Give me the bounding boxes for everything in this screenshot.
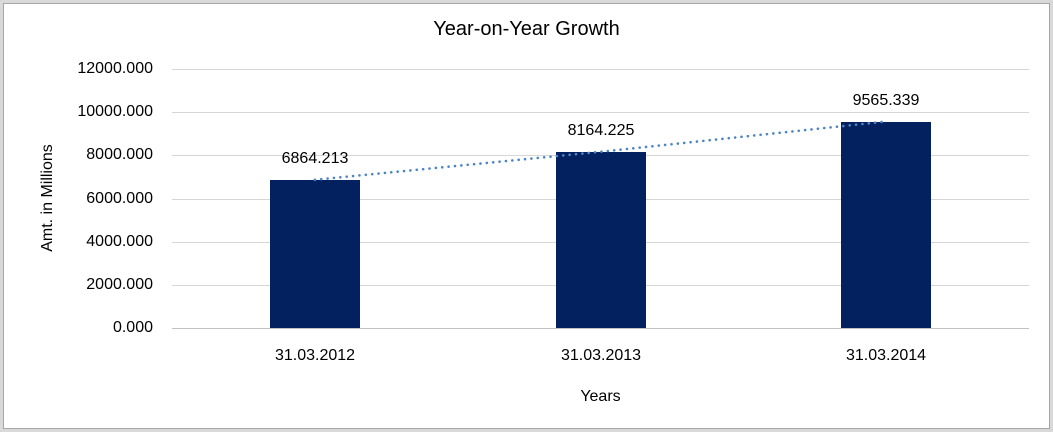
- chart-title: Year-on-Year Growth: [433, 18, 620, 40]
- x-axis-line: [172, 328, 1029, 329]
- gridline: [172, 69, 1029, 70]
- y-tick-label: 6000.000: [86, 190, 153, 207]
- bar-31.03.2014: [841, 122, 931, 328]
- y-tick-label: 10000.000: [77, 103, 153, 120]
- bar-value-label: 8164.225: [567, 122, 635, 139]
- y-tick-label: 8000.000: [86, 146, 153, 163]
- x-tick-label: 31.03.2013: [560, 347, 642, 364]
- y-tick-label: 2000.000: [86, 276, 153, 293]
- bar-value-label: 9565.339: [852, 92, 920, 109]
- y-tick-label: 4000.000: [86, 233, 153, 250]
- x-tick-label: 31.03.2012: [274, 347, 356, 364]
- gridline: [172, 112, 1029, 113]
- bar-value-label: 6864.213: [281, 150, 349, 167]
- y-tick-label: 12000.000: [77, 60, 153, 77]
- trendline: [313, 120, 888, 182]
- bar-31.03.2012: [270, 180, 360, 328]
- trendline-path: [313, 120, 888, 182]
- y-tick-label: 0.000: [112, 319, 153, 336]
- bar-31.03.2013: [556, 152, 646, 328]
- x-axis-title: Years: [580, 388, 621, 405]
- x-tick-label: 31.03.2014: [845, 347, 927, 364]
